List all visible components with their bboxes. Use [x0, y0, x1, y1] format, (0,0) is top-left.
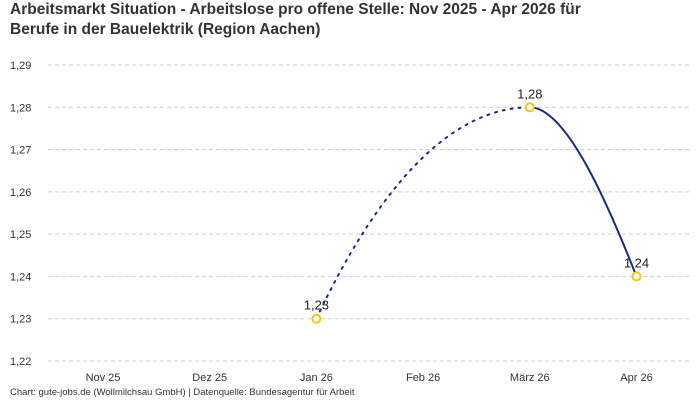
y-tick-label: 1,24: [10, 271, 31, 283]
chart-title-line-1: Arbeitsmarkt Situation - Arbeitslose pro…: [10, 1, 581, 18]
chart-title: Arbeitsmarkt Situation - Arbeitslose pro…: [10, 0, 690, 40]
y-tick-label: 1,25: [10, 229, 31, 241]
data-label: 1,28: [517, 86, 542, 101]
data-point: [631, 271, 642, 282]
x-tick-label: Dez 25: [192, 372, 227, 384]
x-tick-label: Apr 26: [620, 372, 652, 384]
x-tick-label: März 26: [510, 372, 550, 384]
y-tick-label: 1,29: [10, 60, 31, 72]
y-tick-label: 1,27: [10, 145, 31, 157]
series-line-solid: [529, 106, 638, 277]
chart-title-line-2: Berufe in der Bauelektrik (Region Aachen…: [10, 21, 321, 38]
y-tick-label: 1,28: [10, 102, 31, 114]
x-tick-label: Jan 26: [300, 372, 333, 384]
data-label: 1,23: [304, 298, 329, 313]
data-point: [311, 313, 322, 324]
y-tick-label: 1,22: [10, 356, 31, 368]
chart-footer: Chart: gute-jobs.de (Wollmilchsau GmbH) …: [10, 387, 355, 398]
x-tick-label: Nov 25: [86, 372, 121, 384]
data-label: 1,24: [624, 255, 649, 270]
x-tick-label: Feb 26: [406, 372, 440, 384]
series-line-dotted: [315, 106, 531, 320]
data-point: [524, 102, 535, 113]
y-tick-label: 1,23: [10, 314, 31, 326]
y-tick-label: 1,26: [10, 187, 31, 199]
